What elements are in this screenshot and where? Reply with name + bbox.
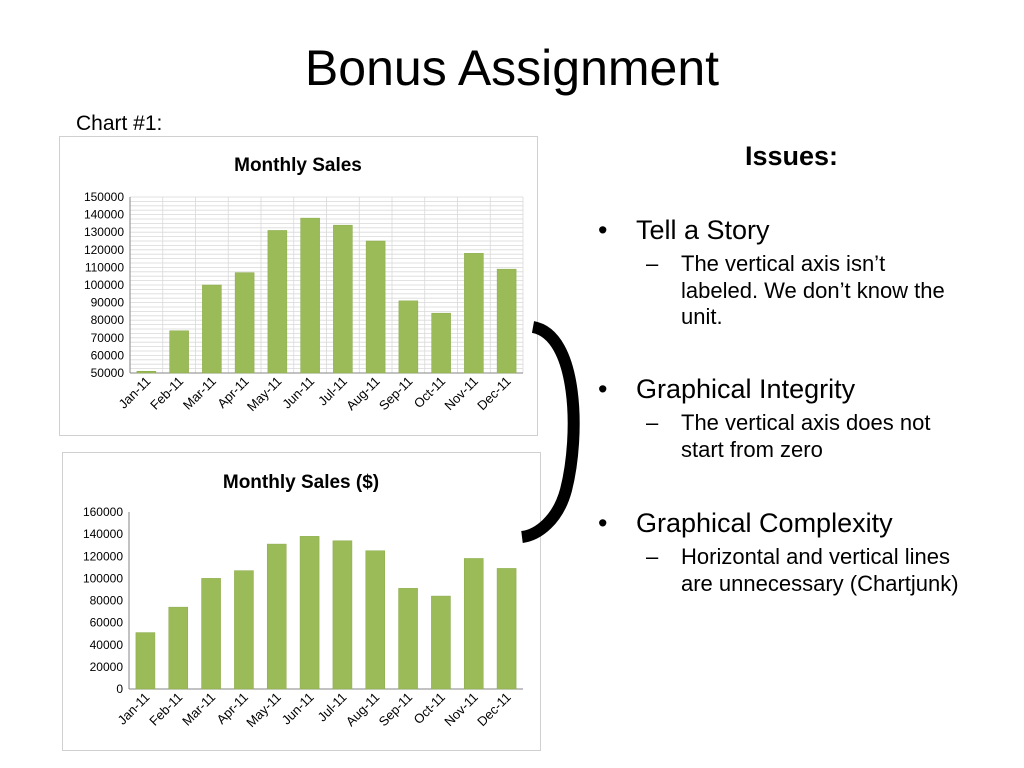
y-tick-label: 50000 [91,366,125,380]
y-tick-label: 90000 [91,296,125,310]
x-tick-label: Nov-11 [441,690,481,730]
x-tick-label: Jun-11 [279,374,317,412]
bar-mar-11 [201,578,221,690]
x-tick-label: Feb-11 [146,690,185,729]
issues-heading: Issues: [745,141,839,171]
y-tick-label: 140000 [84,208,124,222]
x-tick-label: Mar-11 [179,690,218,729]
y-tick-label: 80000 [91,313,125,327]
x-tick-label: Oct-11 [411,374,449,412]
chart-2-monthly-sales-dollars: Monthly Sales ($) 0 20000 40000 60000 80000 10… [83,472,523,731]
bar-dec-11 [496,568,517,690]
issue-title: Graphical Complexity [636,508,893,538]
x-tick-label: Oct-11 [411,690,449,728]
issue-detail-graphical-integrity: – The vertical axis does not start from … [646,410,966,463]
y-tick-label: 160000 [83,505,123,519]
issue-detail-text: The vertical axis does not start from ze… [681,410,931,462]
y-tick-label: 100000 [83,571,123,585]
y-tick-label: 70000 [91,331,125,345]
bar-dec-11 [496,268,517,374]
dash-icon: – [646,410,659,435]
chart-number-label: Chart #1: [76,112,163,135]
y-tick-label: 60000 [90,616,124,630]
bar-jun-11 [299,536,320,690]
issue-title: Tell a Story [636,215,770,245]
x-tick-label: May-11 [243,690,284,731]
bar-nov-11 [464,253,484,374]
y-tick-label: 60000 [91,348,125,362]
bar-apr-11 [234,570,254,690]
x-tick-label: May-11 [244,374,285,415]
bar-may-11 [266,543,287,690]
bar-may-11 [267,230,288,374]
bar-jun-11 [300,217,320,374]
y-tick-label: 0 [116,682,123,696]
y-tick-label: 120000 [83,549,123,563]
issue-detail-text: Horizontal and vertical lines are unnece… [681,544,959,596]
x-tick-label: Sep-11 [376,690,416,730]
bar-jul-11 [333,224,353,374]
chart-title: Monthly Sales ($) [223,472,379,493]
issue-detail-text: The vertical axis isn’t labeled. We don’… [681,251,945,329]
bar-aug-11 [365,240,386,374]
chart-1-frame: Monthly Sales 50000 60000 70000 80000 90000 10… [59,136,538,436]
bullet-icon: • [598,215,608,245]
x-tick-label: Feb-11 [147,374,186,413]
bar-oct-11 [431,595,451,690]
bar-sep-11 [398,588,418,690]
slide-title: Bonus Assignment [304,40,720,96]
x-tick-label: Jun-11 [279,690,317,728]
bar-feb-11 [168,606,189,690]
bar-jan-11 [136,370,157,374]
bullet-icon: • [598,508,608,538]
y-tick-label: 80000 [90,594,124,608]
bullet-icon: • [598,374,608,404]
bar-nov-11 [463,558,484,690]
chart-2-frame: Monthly Sales ($) 0 20000 40000 60000 80000 10… [62,452,541,751]
x-tick-label: Aug-11 [343,374,383,414]
bar-sep-11 [398,300,419,374]
issue-title: Graphical Integrity [636,374,856,404]
bar-apr-11 [234,272,255,374]
bar-aug-11 [365,550,386,690]
y-tick-label: 100000 [84,278,124,292]
bracket-arrow-icon [520,321,580,543]
y-tick-label: 150000 [84,190,124,204]
bar-oct-11 [431,312,451,374]
bar-jan-11 [135,632,156,690]
issue-detail-graphical-complexity: – Horizontal and vertical lines are unne… [646,544,966,597]
x-tick-label: Dec-11 [474,374,514,414]
bar-feb-11 [169,330,189,374]
y-tick-label: 120000 [84,243,124,257]
x-tick-label: Dec-11 [474,690,514,730]
x-tick-label: Mar-11 [180,374,219,413]
issue-detail-tell-a-story: – The vertical axis isn’t labeled. We do… [646,251,966,331]
chart-1-monthly-sales: Monthly Sales 50000 60000 70000 80000 90000 10… [84,155,524,415]
x-tick-label: Nov-11 [441,374,481,414]
bar-mar-11 [202,284,222,374]
x-tick-label: Sep-11 [376,374,416,414]
dash-icon: – [646,251,659,276]
x-tick-label: Aug-11 [343,690,383,730]
bar-jul-11 [332,540,353,690]
chart-title: Monthly Sales [234,155,362,176]
dash-icon: – [646,544,659,569]
y-tick-label: 110000 [85,260,124,274]
y-tick-label: 140000 [83,527,123,541]
y-tick-label: 130000 [84,225,124,239]
y-tick-label: 40000 [90,638,124,652]
y-tick-label: 20000 [90,660,124,674]
